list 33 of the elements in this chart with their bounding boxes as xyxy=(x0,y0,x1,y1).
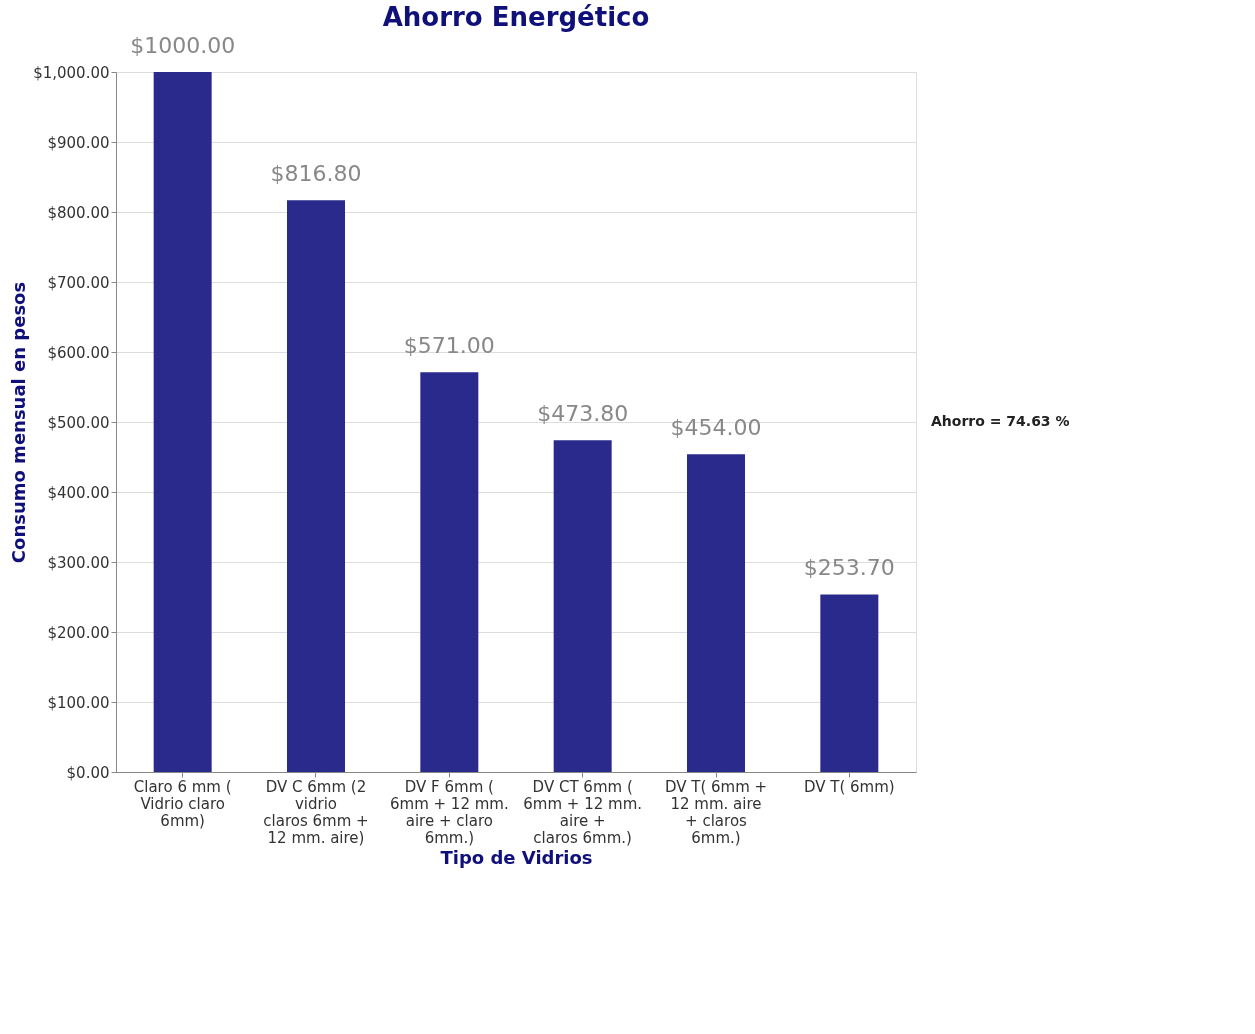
y-tick-label: $200.00 xyxy=(47,623,110,642)
y-tick-label: $700.00 xyxy=(47,273,110,292)
chart-title: Ahorro Energético xyxy=(382,2,650,32)
y-tick-label: $100.00 xyxy=(47,693,110,712)
data-label: $816.80 xyxy=(270,161,362,187)
x-axis-title: Tipo de Vidrios xyxy=(440,846,593,868)
y-tick-label: $600.00 xyxy=(47,343,110,362)
bar xyxy=(687,454,745,772)
data-label: $571.00 xyxy=(403,333,495,359)
text: Ahorro = 74.63 % xyxy=(931,413,1070,429)
y-tick-label: $300.00 xyxy=(47,553,110,572)
x-tick-label: DV C 6mm (2 vidrio claros 6mm + 12 mm. aire) xyxy=(263,777,369,847)
x-tick-label: Claro 6 mm ( Vidrio claro 6mm) xyxy=(133,777,232,830)
x-tick-label: DV T( 6mm) xyxy=(803,777,895,796)
y-tick-label: $800.00 xyxy=(47,203,110,222)
bar xyxy=(287,200,345,772)
bar xyxy=(153,72,212,772)
y-tick-label: $900.00 xyxy=(47,133,110,152)
bar xyxy=(420,372,479,772)
y-tick-label: $500.00 xyxy=(47,413,110,432)
y-tick-label: $1,000.00 xyxy=(33,63,110,82)
data-label: $1000.00 xyxy=(130,33,236,58)
bar xyxy=(553,440,612,772)
x-tick-label: DV F 6mm ( 6mm + 12 mm. aire + claro 6mm.) xyxy=(389,777,509,847)
x-tick-label: DV T( 6mm + 12 mm. aire + claros 6mm.) xyxy=(664,777,768,847)
y-tick-label: $400.00 xyxy=(47,483,110,502)
data-label: $454.00 xyxy=(670,415,762,441)
y-axis-title: Consumo mensual en pesos xyxy=(8,281,30,564)
data-label: $253.70 xyxy=(803,555,895,581)
x-tick-label: DV CT 6mm ( 6mm + 12 mm. aire + claros 6mm.) xyxy=(523,777,643,847)
bar xyxy=(820,594,879,772)
y-tick-label: $0.00 xyxy=(66,763,110,782)
data-label: $473.80 xyxy=(537,401,629,427)
